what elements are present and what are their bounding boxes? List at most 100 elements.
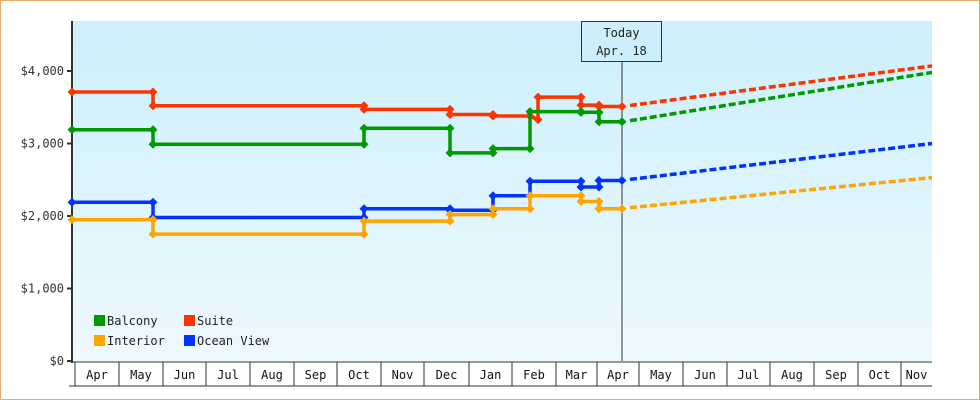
data-point-marker[interactable] bbox=[359, 139, 369, 149]
x-axis: Apr May Jun Jul Aug Sep Oct Nov Dec Jan Feb Mar Apr M… bbox=[69, 361, 932, 387]
legend-item-suite[interactable]: Suite bbox=[184, 314, 233, 328]
data-point-marker[interactable] bbox=[576, 92, 586, 102]
data-point-marker[interactable] bbox=[148, 125, 158, 135]
data-point-marker[interactable] bbox=[617, 102, 627, 112]
legend-swatch bbox=[184, 315, 195, 326]
data-point-marker[interactable] bbox=[576, 197, 586, 206]
data-point-marker[interactable] bbox=[488, 111, 498, 121]
y-tick-label: $3,000 bbox=[21, 137, 64, 151]
data-point-marker[interactable] bbox=[488, 144, 498, 154]
forecast-line bbox=[629, 175, 933, 210]
data-point-marker[interactable] bbox=[576, 107, 586, 117]
series-interior bbox=[67, 175, 933, 239]
data-point-marker[interactable] bbox=[525, 144, 535, 154]
legend-item-balcony[interactable]: Balcony bbox=[94, 314, 158, 328]
data-point-marker[interactable] bbox=[445, 148, 455, 158]
y-tick-label: $4,000 bbox=[21, 64, 64, 78]
data-point-marker[interactable] bbox=[533, 115, 543, 125]
data-point-marker[interactable] bbox=[594, 175, 604, 185]
data-point-marker[interactable] bbox=[148, 229, 158, 239]
legend-label: Ocean View bbox=[197, 334, 270, 348]
legend-swatch bbox=[184, 335, 195, 346]
x-tick-label: Jun bbox=[694, 368, 716, 382]
data-point-marker[interactable] bbox=[594, 117, 604, 127]
data-point-marker[interactable] bbox=[445, 123, 455, 133]
today-marker: Today Apr. 18 bbox=[581, 21, 662, 361]
data-point-marker[interactable] bbox=[594, 204, 604, 214]
data-point-marker[interactable] bbox=[594, 197, 604, 206]
data-point-marker[interactable] bbox=[488, 210, 498, 220]
x-tick-label: Mar bbox=[566, 368, 588, 382]
data-point-marker[interactable] bbox=[359, 216, 369, 226]
data-point-marker[interactable] bbox=[525, 204, 535, 214]
data-point-marker[interactable] bbox=[576, 191, 586, 201]
legend-label: Interior bbox=[107, 334, 165, 348]
legend-swatch bbox=[94, 335, 105, 346]
data-point-marker[interactable] bbox=[445, 216, 455, 226]
data-point-marker[interactable] bbox=[525, 191, 535, 201]
data-point-marker[interactable] bbox=[148, 197, 158, 207]
legend-item-interior[interactable]: Interior bbox=[94, 334, 165, 348]
forecast-line bbox=[629, 64, 933, 108]
x-tick-label: Jan bbox=[480, 368, 502, 382]
series-suite bbox=[67, 64, 933, 125]
data-point-marker[interactable] bbox=[594, 182, 604, 192]
data-point-marker[interactable] bbox=[594, 107, 604, 117]
data-point-marker[interactable] bbox=[359, 123, 369, 133]
y-tick-label: $0 bbox=[50, 354, 64, 368]
data-point-marker[interactable] bbox=[525, 176, 535, 186]
data-point-marker[interactable] bbox=[488, 204, 498, 214]
data-point-marker[interactable] bbox=[617, 175, 627, 185]
today-label-box bbox=[581, 21, 662, 62]
data-point-marker[interactable] bbox=[67, 125, 77, 135]
data-point-marker[interactable] bbox=[148, 101, 158, 111]
data-point-marker[interactable] bbox=[488, 191, 498, 201]
data-point-marker[interactable] bbox=[445, 104, 455, 114]
data-point-marker[interactable] bbox=[445, 110, 455, 119]
data-point-marker[interactable] bbox=[359, 229, 369, 239]
x-tick-label: Nov bbox=[906, 368, 928, 382]
y-axis: $0 $1,000 $2,000 $3,000 $4,000 bbox=[21, 21, 73, 368]
data-point-marker[interactable] bbox=[576, 176, 586, 186]
legend-label: Balcony bbox=[107, 314, 158, 328]
legend-swatch bbox=[94, 315, 105, 326]
plot-area bbox=[72, 21, 932, 361]
data-point-marker[interactable] bbox=[359, 104, 369, 114]
x-tick-label: Apr bbox=[607, 368, 629, 382]
data-point-marker[interactable] bbox=[359, 204, 369, 214]
x-tick-label: Apr bbox=[86, 368, 108, 382]
x-tick-label: Sep bbox=[305, 368, 327, 382]
data-point-marker[interactable] bbox=[148, 215, 158, 225]
x-tick-label: Aug bbox=[261, 368, 283, 382]
x-tick-label: Feb bbox=[523, 368, 545, 382]
legend-label: Suite bbox=[197, 314, 233, 328]
x-tick-label: Aug bbox=[781, 368, 803, 382]
data-point-marker[interactable] bbox=[576, 182, 586, 192]
data-point-marker[interactable] bbox=[148, 139, 158, 149]
data-point-marker[interactable] bbox=[67, 87, 77, 97]
y-tick-label: $1,000 bbox=[21, 282, 64, 296]
series-lines bbox=[67, 64, 933, 239]
data-point-marker[interactable] bbox=[617, 117, 627, 127]
today-label: Today bbox=[603, 26, 639, 40]
data-point-marker[interactable] bbox=[67, 197, 77, 207]
x-tick-label: Oct bbox=[348, 368, 370, 382]
legend: Balcony Suite Interior Ocean View bbox=[94, 314, 270, 348]
legend-item-ocean-view[interactable]: Ocean View bbox=[184, 334, 270, 348]
forecast-line bbox=[629, 141, 933, 182]
data-point-marker[interactable] bbox=[576, 100, 586, 110]
data-point-marker[interactable] bbox=[148, 87, 158, 97]
data-point-marker[interactable] bbox=[533, 92, 543, 102]
series-balcony bbox=[67, 70, 933, 158]
data-point-marker[interactable] bbox=[525, 107, 535, 117]
x-tick-label: May bbox=[650, 368, 672, 382]
data-point-marker[interactable] bbox=[445, 210, 455, 220]
data-point-marker[interactable] bbox=[617, 204, 627, 214]
x-tick-label: Jul bbox=[738, 368, 760, 382]
y-tick-label: $2,000 bbox=[21, 209, 64, 223]
data-point-marker[interactable] bbox=[67, 215, 77, 225]
x-tick-label: Jul bbox=[217, 368, 239, 382]
x-tick-label: Jun bbox=[174, 368, 196, 382]
data-point-marker[interactable] bbox=[594, 102, 604, 112]
